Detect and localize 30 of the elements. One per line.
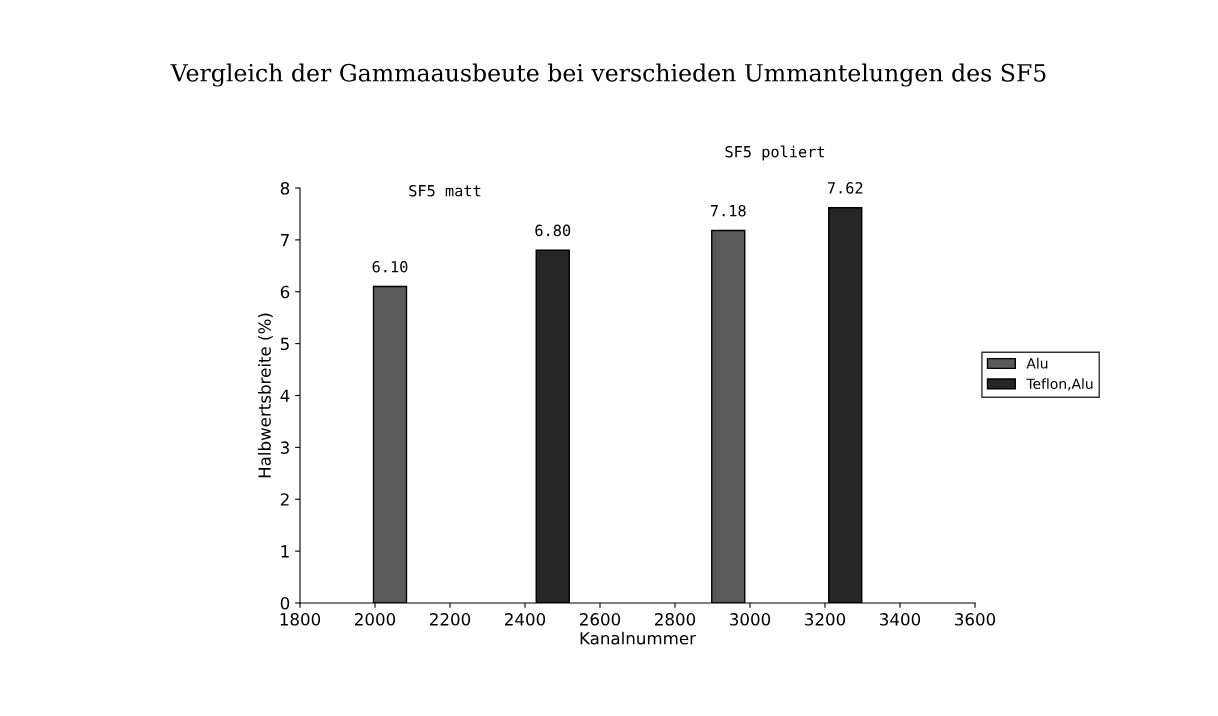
y-tick-label: 8 — [280, 181, 290, 195]
legend-label: Teflon,Alu — [1026, 378, 1093, 391]
x-tick-label: 2400 — [505, 613, 546, 626]
x-tick-label: 3600 — [955, 613, 996, 626]
y-tick-label: 6 — [280, 285, 290, 299]
data-label: 6.80 — [535, 224, 571, 237]
x-tick-label: 3000 — [730, 613, 771, 626]
text: SF5 poliert — [725, 145, 825, 161]
y-tick-label: 1 — [281, 545, 289, 558]
legend-label: Alu — [1026, 357, 1048, 369]
x-tick-label: 2800 — [655, 613, 696, 626]
chart-title: Vergleich der Gammaausbeute bei verschieden Ummantelungen des SF5 — [170, 63, 1046, 87]
y-axis-title: Halbwertsbreite (%) — [257, 313, 273, 478]
data-label: 6.10 — [372, 260, 408, 273]
annotation: SF5 matt — [409, 184, 481, 197]
y-tick-label: 0 — [280, 596, 290, 610]
data-label: 7.62 — [827, 182, 863, 194]
y-tick-label: 7 — [281, 234, 289, 247]
x-tick-label: 1800 — [280, 613, 321, 626]
x-tick-label: 3400 — [880, 613, 921, 626]
y-tick-label: 4 — [280, 389, 290, 402]
data-label: 7.18 — [710, 204, 746, 217]
x-tick-label: 3200 — [805, 613, 846, 626]
y-tick-label: 2 — [280, 493, 289, 506]
x-tick-label: 2200 — [430, 613, 471, 626]
x-tick-label: 2000 — [355, 613, 396, 626]
y-tick-label: 5 — [280, 337, 289, 351]
x-tick-label: 2600 — [580, 613, 621, 626]
y-tick-label: 3 — [280, 441, 289, 454]
x-axis-title: Kanalnummer — [580, 631, 696, 645]
